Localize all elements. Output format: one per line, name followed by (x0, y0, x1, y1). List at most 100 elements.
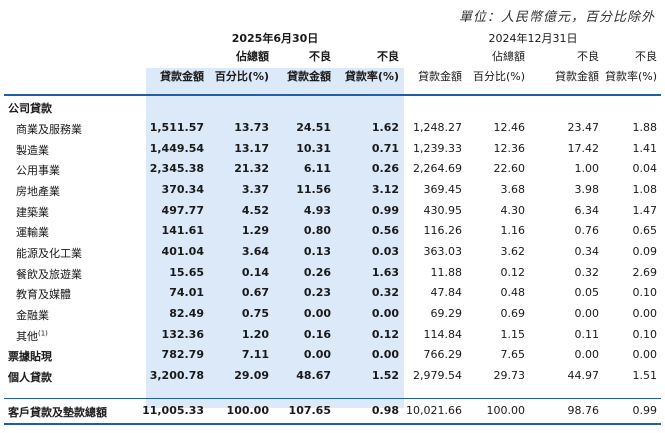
cell-value: 0.04 (632, 162, 658, 175)
table-row: 個人貸款 3,200.78 29.09 48.67 1.52 2,979.54 29.73 4… (0, 365, 665, 385)
cell-value: 6.11 (303, 162, 331, 175)
row-label: 票據貼現 (8, 350, 52, 363)
cell-value: 10,021.66 (406, 404, 462, 417)
cell-value: 0.00 (574, 348, 600, 361)
cell-value: 1.47 (632, 204, 658, 217)
cell-value: 1.41 (632, 142, 658, 155)
column-header-7-line1: 不良 (577, 50, 599, 63)
cell-value: 0.69 (500, 307, 526, 320)
table-row: 建築業 497.77 4.52 4.93 0.99 430.95 4.30 6.34 1.47 (0, 200, 665, 220)
column-header-6-line1: 佔總額 (492, 50, 525, 63)
column-header-4-line1: 不良 (377, 50, 399, 63)
column-header-3-line2: 貸款金額 (287, 70, 331, 83)
cell-value: 0.26 (371, 162, 399, 175)
cell-value: 10.31 (296, 142, 331, 155)
column-header-3-line1: 不良 (309, 50, 331, 63)
total-rule (4, 398, 661, 399)
cell-value: 0.12 (371, 328, 399, 341)
cell-value: 1.29 (241, 224, 269, 237)
cell-value: 3.12 (371, 183, 399, 196)
cell-value: 3.98 (574, 183, 600, 196)
table-row: 運輸業 141.61 1.29 0.80 0.56 116.26 1.16 0.76 0.65 (0, 220, 665, 240)
cell-value: 0.99 (632, 404, 658, 417)
table-row: 製造業 1,449.54 13.17 10.31 0.71 1,239.33 12.36 17… (0, 138, 665, 158)
bottom-rule (4, 423, 661, 425)
cell-value: 0.34 (574, 245, 600, 258)
cell-value: 4.30 (500, 204, 526, 217)
table-row: 票據貼現 782.79 7.11 0.00 0.00 766.29 7.65 0.00 0.00 (0, 344, 665, 364)
cell-value: 4.52 (241, 204, 269, 217)
cell-value: 1.51 (632, 369, 658, 382)
cell-value: 3.68 (500, 183, 526, 196)
cell-value: 1,511.57 (149, 121, 204, 134)
cell-value: 23.47 (567, 121, 600, 134)
column-header-2-line2: 百分比(%) (214, 70, 269, 83)
row-label: 能源及化工業 (16, 247, 82, 260)
cell-value: 0.00 (632, 348, 658, 361)
footnote-marker: (1) (38, 329, 48, 338)
cell-value: 74.01 (169, 286, 204, 299)
cell-value: 0.11 (574, 328, 600, 341)
row-label: 教育及媒體 (16, 288, 71, 301)
cell-value: 1.63 (371, 266, 399, 279)
cell-value: 3.62 (500, 245, 526, 258)
cell-value: 0.80 (303, 224, 331, 237)
cell-value: 13.73 (234, 121, 269, 134)
row-label: 房地產業 (16, 185, 60, 198)
cell-value: 24.51 (296, 121, 331, 134)
row-label: 餐飲及旅遊業 (16, 268, 82, 281)
cell-value: 0.00 (371, 307, 399, 320)
cell-value: 0.32 (574, 266, 600, 279)
cell-value: 11,005.33 (142, 404, 204, 417)
cell-value: 69.29 (430, 307, 463, 320)
cell-value: 1.16 (500, 224, 526, 237)
cell-value: 0.32 (371, 286, 399, 299)
column-header-7-line2: 貸款金額 (555, 70, 599, 83)
cell-value: 0.05 (574, 286, 600, 299)
column-header-5-line2: 貸款金額 (418, 70, 462, 83)
cell-value: 1.08 (632, 183, 658, 196)
cell-value: 29.73 (493, 369, 526, 382)
cell-value: 22.60 (493, 162, 526, 175)
cell-value: 782.79 (161, 348, 204, 361)
cell-value: 98.76 (567, 404, 600, 417)
table-row: 能源及化工業 401.04 3.64 0.13 0.03 363.03 3.62 0.34 0.… (0, 241, 665, 261)
highlight-2025-column (146, 68, 404, 408)
cell-value: 0.00 (574, 307, 600, 320)
row-label: 商業及服務業 (16, 123, 82, 136)
cell-value: 82.49 (169, 307, 204, 320)
cell-value: 29.09 (234, 369, 269, 382)
cell-value: 11.88 (430, 266, 463, 279)
row-label: 個人貸款 (8, 371, 52, 384)
column-header-1-line2: 貸款金額 (160, 70, 204, 83)
cell-value: 369.45 (423, 183, 463, 196)
cell-value: 3.64 (241, 245, 269, 258)
column-header-8-line2: 貸款率(%) (604, 70, 657, 83)
cell-value: 7.65 (500, 348, 526, 361)
cell-value: 0.67 (241, 286, 269, 299)
cell-value: 0.56 (371, 224, 399, 237)
cell-value: 1,239.33 (413, 142, 462, 155)
cell-value: 15.65 (169, 266, 204, 279)
cell-value: 0.00 (632, 307, 658, 320)
row-label: 運輸業 (16, 226, 49, 239)
cell-value: 116.26 (423, 224, 463, 237)
table-row: 公司貸款 (0, 96, 665, 116)
cell-value: 100.00 (486, 404, 526, 417)
cell-value: 13.17 (234, 142, 269, 155)
column-header-2-line1: 佔總額 (236, 50, 269, 63)
table-row: 公用事業 2,345.38 21.32 6.11 0.26 2,264.69 22.60 1.… (0, 158, 665, 178)
cell-value: 48.67 (296, 369, 331, 382)
cell-value: 0.26 (303, 266, 331, 279)
period-2025: 2025年6月30日 (231, 32, 319, 45)
cell-value: 2,345.38 (149, 162, 204, 175)
cell-value: 2,979.54 (413, 369, 462, 382)
cell-value: 114.84 (423, 328, 463, 341)
cell-value: 0.03 (371, 245, 399, 258)
cell-value: 1.20 (241, 328, 269, 341)
cell-value: 0.00 (303, 348, 331, 361)
cell-value: 0.09 (632, 245, 658, 258)
cell-value: 1.52 (371, 369, 399, 382)
cell-value: 17.42 (567, 142, 600, 155)
period-2024: 2024年12月31日 (488, 32, 578, 45)
